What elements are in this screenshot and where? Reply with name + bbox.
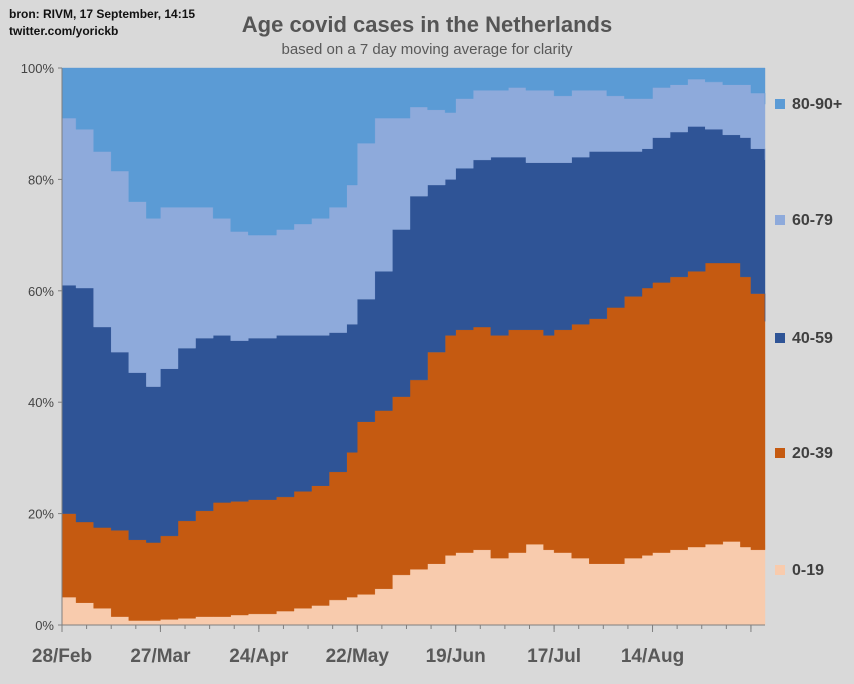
twitter-handle: twitter.com/yorickb — [9, 24, 119, 38]
legend-label-20-39: 20-39 — [792, 445, 833, 462]
chart-title: Age covid cases in the Netherlands — [241, 12, 613, 37]
x-tick-label: 17/Jul — [527, 646, 581, 667]
chart-subtitle: based on a 7 day moving average for clar… — [281, 41, 573, 58]
x-tick-label: 22/May — [326, 646, 390, 667]
legend-swatch-40-59 — [775, 333, 785, 343]
legend-swatch-20-39 — [775, 448, 785, 458]
y-tick-label: 20% — [28, 507, 54, 522]
y-tick-label: 100% — [21, 61, 55, 76]
y-tick-label: 0% — [35, 618, 54, 633]
legend-swatch-0-19 — [775, 565, 785, 575]
source-line: bron: RIVM, 17 September, 14:15 — [9, 7, 196, 21]
area-series-80-90+ — [61, 67, 766, 236]
legend-label-40-59: 40-59 — [792, 330, 833, 347]
y-tick-label: 60% — [28, 284, 54, 299]
legend-label-80-90+: 80-90+ — [792, 96, 842, 113]
x-tick-label: 19/Jun — [426, 646, 486, 667]
x-tick-label: 27/Mar — [130, 646, 191, 667]
y-tick-label: 80% — [28, 172, 54, 187]
legend-swatch-80-90+ — [775, 99, 785, 109]
legend-swatch-60-79 — [775, 215, 785, 225]
legend-label-60-79: 60-79 — [792, 212, 833, 229]
y-tick-label: 40% — [28, 395, 54, 410]
x-tick-label: 24/Apr — [229, 646, 289, 667]
x-tick-label: 28/Feb — [32, 646, 92, 667]
legend-label-0-19: 0-19 — [792, 562, 824, 579]
x-tick-label: 14/Aug — [621, 646, 684, 667]
